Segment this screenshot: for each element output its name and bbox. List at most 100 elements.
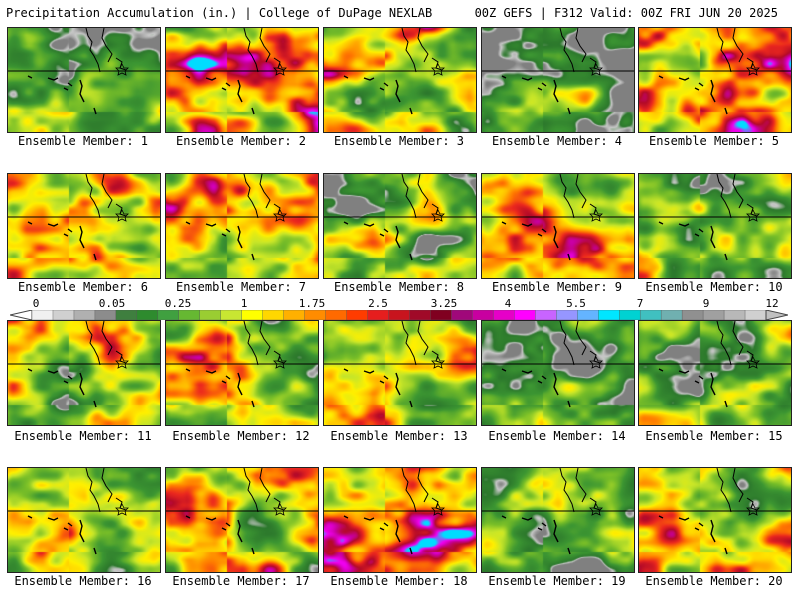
islands [185,221,255,261]
precip-field [639,321,791,425]
ensemble-member-label: Ensemble Member: 20 [645,574,783,588]
colorbar-tick-label: 12 [765,297,779,310]
map-boundaries [166,28,318,115]
colorbar-tick-label: 3.25 [430,297,458,310]
islands [658,368,728,408]
ensemble-map-panel [638,173,792,279]
ensemble-member-label: Ensemble Member: 1 [17,134,149,148]
coastline [716,468,758,513]
islands [658,221,728,261]
ensemble-map-panel [7,467,161,573]
precip-field [324,321,476,425]
coastline [716,174,758,219]
map-boundaries [639,28,791,115]
colorbar-tick-label: 2.5 [368,297,388,310]
colorbar-swatch [493,310,516,320]
coastline [243,174,285,219]
ensemble-member-label: Ensemble Member: 7 [175,280,307,294]
precip-field [324,468,476,572]
ensemble-member-label: Ensemble Member: 14 [488,429,626,443]
island-outline [589,356,603,369]
islands [185,75,255,115]
island-outline [115,356,129,369]
precip-field [166,28,318,132]
map-boundaries [324,174,476,261]
island-outline [431,503,445,516]
ensemble-map-panel [481,320,635,426]
map-boundaries [324,468,476,555]
colorbar-swatch [367,310,390,320]
colorbar-swatch [325,310,348,320]
map-boundaries [166,321,318,408]
colorbar-swatch [283,310,306,320]
coastline [243,468,285,513]
ensemble-map-panel [323,320,477,426]
map-boundaries [482,28,634,115]
precip-field [639,174,791,278]
map-boundaries [8,468,160,555]
islands [27,368,97,408]
colorbar-swatch [619,310,641,320]
coastline [559,321,601,366]
precip-field [324,174,476,278]
ensemble-map-panel [7,320,161,426]
coastline [559,174,601,219]
ensemble-member-label: Ensemble Member: 5 [648,134,780,148]
ensemble-member-label: Ensemble Member: 12 [172,429,310,443]
map-boundaries [639,468,791,555]
island-outline [589,503,603,516]
island-outline [273,356,287,369]
map-boundaries [639,174,791,261]
island-outline [431,209,445,222]
colorbar-swatch [577,310,599,320]
colorbar-swatch [639,310,662,320]
colorbar-min-arrow [10,310,33,320]
island-outline [589,209,603,222]
colorbar-swatch [52,310,75,320]
map-title: Precipitation Accumulation (in.) | Colle… [6,6,433,20]
precip-field [8,468,160,572]
colorbar-swatch [388,310,411,320]
precip-field [8,28,160,132]
colorbar-swatch [220,310,243,320]
islands [185,368,255,408]
ensemble-member-label: Ensemble Member: 16 [14,574,152,588]
map-boundaries [482,321,634,408]
map-boundaries [166,468,318,555]
colorbar-swatch [535,310,557,320]
colorbar-swatch [94,310,117,320]
colorbar-tick-label: 0 [32,297,40,310]
colorbar-tick-label: 1 [240,297,248,310]
colorbar-tick-label: 5.5 [566,297,586,310]
coastline [401,468,443,513]
islands [185,515,255,555]
precip-field [166,321,318,425]
colorbar-swatch [304,310,327,320]
colorbar-swatch [262,310,285,320]
ensemble-member-label: Ensemble Member: 3 [333,134,465,148]
ensemble-member-label: Ensemble Member: 17 [172,574,310,588]
islands [343,368,413,408]
ensemble-member-label: Ensemble Member: 2 [175,134,307,148]
islands [658,515,728,555]
coastline [401,321,443,366]
ensemble-member-label: Ensemble Member: 10 [645,280,783,294]
colorbar-swatch [660,310,683,320]
map-boundaries [324,321,476,408]
colorbar-swatch [136,310,159,320]
island-outline [746,63,760,76]
colorbar-tick-label: 4 [504,297,512,310]
colorbar-swatch [598,310,620,320]
islands [501,221,571,261]
precip-field [482,174,634,278]
map-boundaries [639,321,791,408]
colorbar-swatch [744,310,767,320]
colorbar-swatch [430,310,453,320]
island-outline [746,503,760,516]
ensemble-map-panel [165,467,319,573]
colorbar-swatch [681,310,704,320]
ensemble-map-panel [323,27,477,133]
coastline [559,28,601,73]
precip-field [639,28,791,132]
precip-field [482,28,634,132]
